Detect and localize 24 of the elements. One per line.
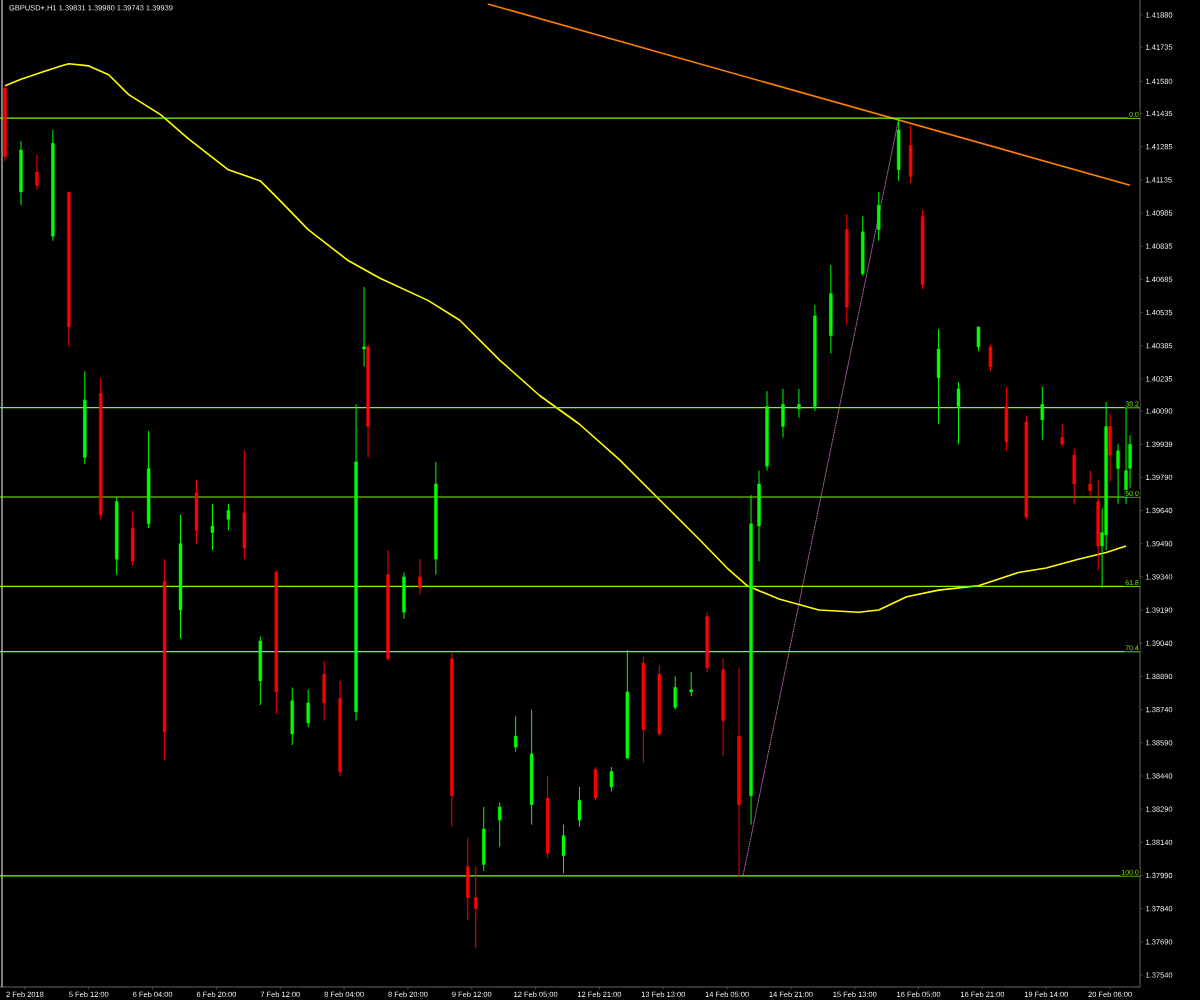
candlestick (797, 388, 801, 419)
candlestick (781, 388, 785, 439)
candlestick (956, 381, 961, 445)
candlestick (689, 671, 693, 697)
candlestick (1040, 386, 1044, 441)
candlestick (210, 503, 215, 551)
candlestick (474, 866, 478, 949)
candlestick (35, 153, 39, 191)
candlestick (362, 286, 366, 368)
candlestick (1088, 470, 1092, 498)
candlestick (1060, 423, 1064, 447)
candlestick (513, 715, 518, 753)
candlestick (1116, 443, 1120, 505)
candlestick (561, 824, 566, 874)
candlestick (673, 675, 677, 711)
candlestick (418, 558, 422, 596)
candlestick (226, 503, 231, 531)
candlestick (976, 326, 981, 352)
candlestick (306, 689, 310, 728)
candlestick (577, 786, 582, 828)
candlestick (497, 802, 502, 848)
candlestick (609, 766, 614, 792)
candlestick (988, 344, 993, 372)
line-series (4, 62, 1127, 614)
